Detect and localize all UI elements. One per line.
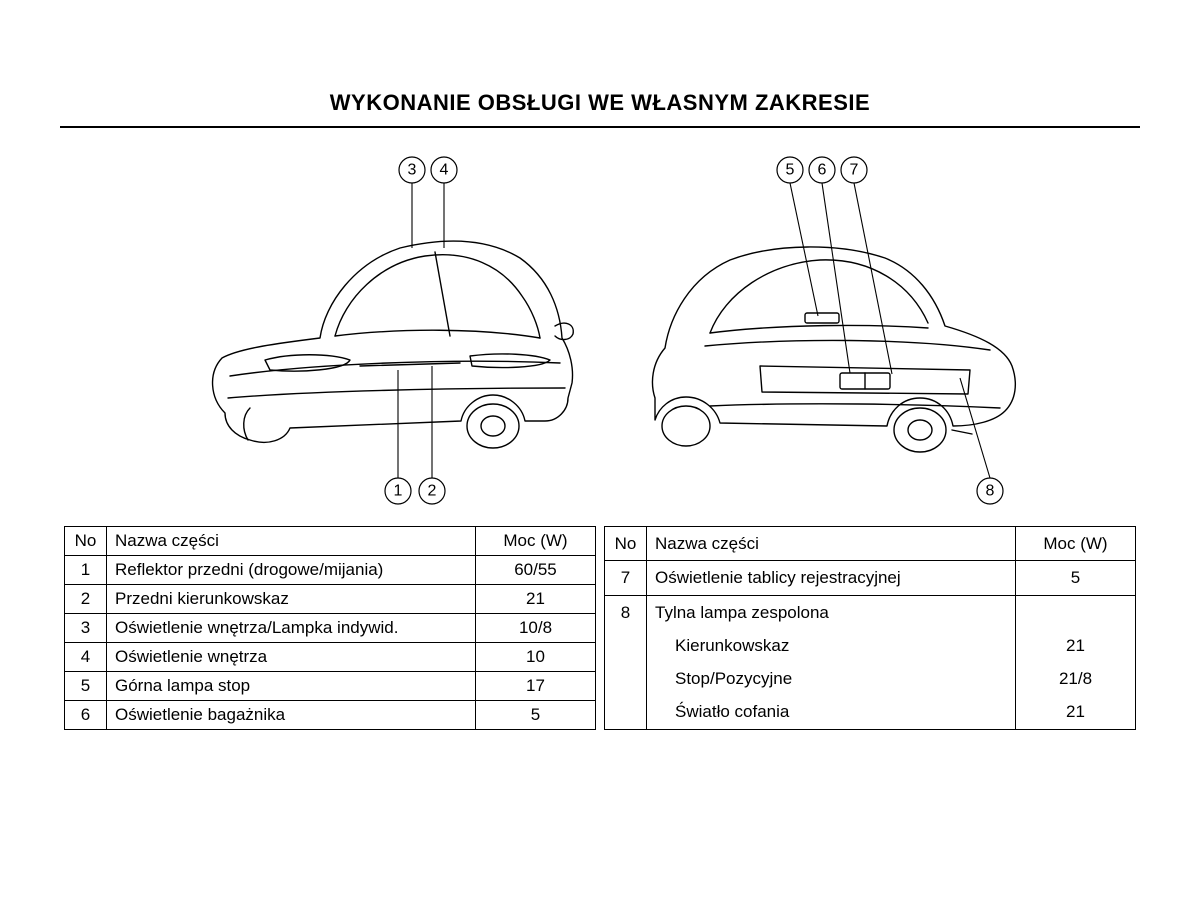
cell-power: 21 — [1016, 629, 1136, 662]
table-row: Światło cofania 21 — [605, 696, 1136, 730]
cell-no: 1 — [65, 556, 107, 585]
table-row: 5 Górna lampa stop 17 — [65, 672, 596, 701]
callout-3: 3 — [399, 157, 425, 248]
callout-4: 4 — [431, 157, 457, 248]
callout-5: 5 — [777, 157, 818, 316]
cell-power: 5 — [1016, 561, 1136, 595]
table-row: 7 Oświetlenie tablicy rejestracyjnej 5 — [605, 561, 1136, 595]
cell-power: 10/8 — [476, 614, 596, 643]
diagram-container: 3 4 1 2 5 — [60, 148, 1140, 518]
cell-no-empty — [605, 696, 647, 730]
col-no-header: No — [605, 527, 647, 561]
car-diagram: 3 4 1 2 5 — [150, 148, 1050, 518]
table-row: 3 Oświetlenie wnętrza/Lampka indywid. 10… — [65, 614, 596, 643]
page-title: WYKONANIE OBSŁUGI WE WŁASNYM ZAKRESIE — [60, 90, 1140, 116]
cell-no: 8 — [605, 595, 647, 629]
table-row: 6 Oświetlenie bagażnika 5 — [65, 701, 596, 730]
svg-text:5: 5 — [786, 162, 795, 179]
car-front-illustration — [213, 241, 574, 448]
svg-text:6: 6 — [818, 162, 827, 179]
col-power-header: Moc (W) — [476, 527, 596, 556]
table-row: 4 Oświetlenie wnętrza 10 — [65, 643, 596, 672]
col-no-header: No — [65, 527, 107, 556]
table-header-row: No Nazwa części Moc (W) — [605, 527, 1136, 561]
svg-text:1: 1 — [394, 483, 403, 500]
cell-power: 21 — [476, 585, 596, 614]
cell-no: 3 — [65, 614, 107, 643]
cell-no-empty — [605, 662, 647, 695]
title-underline — [60, 126, 1140, 128]
cell-no: 5 — [65, 672, 107, 701]
cell-power: 60/55 — [476, 556, 596, 585]
tables-container: No Nazwa części Moc (W) 1 Reflektor prze… — [60, 526, 1140, 730]
cell-name: Tylna lampa zespolona — [647, 595, 1016, 629]
cell-power: 10 — [476, 643, 596, 672]
col-name-header: Nazwa części — [647, 527, 1016, 561]
cell-no: 7 — [605, 561, 647, 595]
parts-table-left: No Nazwa części Moc (W) 1 Reflektor prze… — [64, 526, 596, 730]
car-rear-illustration — [652, 247, 1015, 452]
svg-text:8: 8 — [986, 483, 995, 500]
cell-name: Stop/Pozycyjne — [647, 662, 1016, 695]
cell-power: 21/8 — [1016, 662, 1136, 695]
cell-name: Oświetlenie bagażnika — [107, 701, 476, 730]
cell-name: Reflektor przedni (drogowe/mijania) — [107, 556, 476, 585]
table-header-row: No Nazwa części Moc (W) — [65, 527, 596, 556]
cell-name: Kierunkowskaz — [647, 629, 1016, 662]
cell-no: 4 — [65, 643, 107, 672]
cell-name: Górna lampa stop — [107, 672, 476, 701]
cell-no-empty — [605, 629, 647, 662]
svg-text:7: 7 — [850, 162, 859, 179]
col-power-header: Moc (W) — [1016, 527, 1136, 561]
cell-name: Oświetlenie wnętrza — [107, 643, 476, 672]
cell-name: Światło cofania — [647, 696, 1016, 730]
cell-power: 21 — [1016, 696, 1136, 730]
col-name-header: Nazwa części — [107, 527, 476, 556]
cell-name: Oświetlenie tablicy rejestracyjnej — [647, 561, 1016, 595]
cell-power: 17 — [476, 672, 596, 701]
cell-no: 6 — [65, 701, 107, 730]
cell-power: 5 — [476, 701, 596, 730]
svg-text:4: 4 — [440, 162, 449, 179]
table-row: 2 Przedni kierunkowskaz 21 — [65, 585, 596, 614]
table-row: Kierunkowskaz 21 — [605, 629, 1136, 662]
callout-2: 2 — [419, 366, 445, 504]
table-row: 8 Tylna lampa zespolona — [605, 595, 1136, 629]
callout-8: 8 — [960, 378, 1003, 504]
cell-name: Przedni kierunkowskaz — [107, 585, 476, 614]
table-row: 1 Reflektor przedni (drogowe/mijania) 60… — [65, 556, 596, 585]
parts-table-right: No Nazwa części Moc (W) 7 Oświetlenie ta… — [604, 526, 1136, 730]
cell-name: Oświetlenie wnętrza/Lampka indywid. — [107, 614, 476, 643]
svg-text:2: 2 — [428, 483, 437, 500]
svg-text:3: 3 — [408, 162, 417, 179]
table-row: Stop/Pozycyjne 21/8 — [605, 662, 1136, 695]
cell-no: 2 — [65, 585, 107, 614]
cell-power — [1016, 595, 1136, 629]
